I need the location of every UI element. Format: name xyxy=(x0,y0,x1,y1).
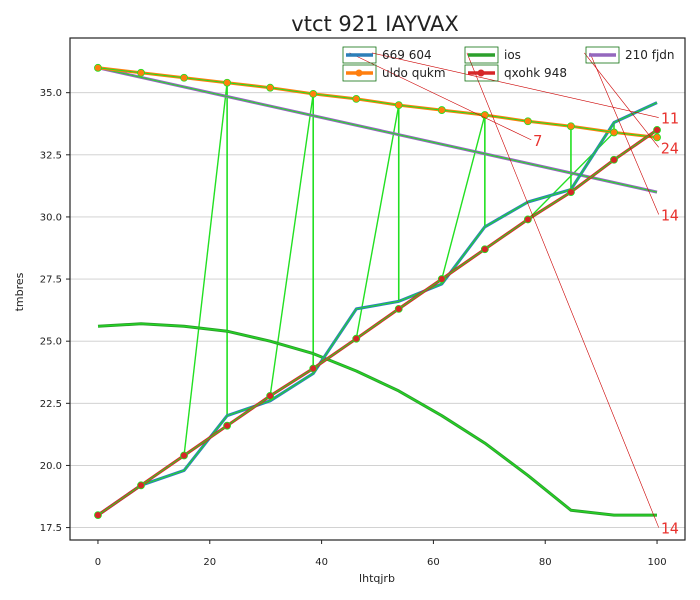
annotation-leader-4 xyxy=(466,52,660,528)
annotation-3: 14 xyxy=(661,206,679,224)
series-highlight-4 xyxy=(97,67,658,193)
legend-label-1: uldo qukm xyxy=(382,66,446,80)
point-1-13 xyxy=(653,133,661,142)
annotation-leader-3 xyxy=(589,52,659,215)
legend-label-3: qxohk 948 xyxy=(504,66,567,80)
point-1-3 xyxy=(223,78,232,87)
point-3-1 xyxy=(137,481,145,490)
annotation-leader-0 xyxy=(349,52,532,141)
grid xyxy=(70,92,685,528)
x-tick-label-5: 100 xyxy=(647,557,666,568)
y-tick-label-1: 20.0 xyxy=(40,461,62,472)
point-3-11 xyxy=(567,188,575,196)
point-3-3 xyxy=(223,421,232,430)
point-1-7 xyxy=(394,101,403,109)
diagonal-link-1 xyxy=(269,93,314,396)
series-highlight-1 xyxy=(97,67,658,138)
y-axis-ticks: 17.5 20.0 22.5 25.0 27.5 30.0 32.5 35.0 xyxy=(40,88,70,534)
point-1-12 xyxy=(610,128,618,137)
point-1-11 xyxy=(567,122,575,131)
x-tick-label-3: 60 xyxy=(427,557,440,568)
point-3-9 xyxy=(480,245,489,254)
point-1-8 xyxy=(437,106,446,114)
legend-label-0: 669 604 xyxy=(382,48,432,62)
point-1-4 xyxy=(266,83,275,92)
point-1-0 xyxy=(94,63,102,72)
point-1-10 xyxy=(523,117,532,126)
point-3-8 xyxy=(437,275,446,283)
annotation-1: 11 xyxy=(661,110,679,128)
diagonal-link-3 xyxy=(441,114,486,280)
point-3-4 xyxy=(266,391,275,400)
y-tick-label-7: 35.0 xyxy=(40,88,62,99)
y-tick-label-6: 32.5 xyxy=(40,150,62,161)
point-3-2 xyxy=(180,451,188,460)
point-3-12 xyxy=(610,155,618,164)
point-1-1 xyxy=(137,68,145,77)
legend-marker-3 xyxy=(477,69,485,77)
legend-box-1 xyxy=(342,64,377,82)
series-highlight-0 xyxy=(97,102,658,516)
series-highlight-3 xyxy=(97,129,658,516)
legend-box-0 xyxy=(342,46,377,64)
x-tick-label-2: 40 xyxy=(315,557,328,568)
x-axis-ticks: 0 20 40 60 80 100 xyxy=(95,540,667,568)
point-3-5 xyxy=(309,364,318,373)
point-3-13 xyxy=(653,126,661,134)
y-tick-label-4: 27.5 xyxy=(40,275,62,286)
point-1-6 xyxy=(352,94,361,103)
x-axis-label: lhtqjrb xyxy=(359,572,395,585)
point-3-6 xyxy=(352,334,361,343)
x-tick-label-1: 20 xyxy=(203,557,216,568)
x-tick-label-4: 80 xyxy=(539,557,552,568)
point-3-10 xyxy=(523,215,532,224)
plot-frame xyxy=(69,37,686,541)
diagonal-link-0 xyxy=(183,82,228,456)
series-highlight-2 xyxy=(97,323,657,516)
point-3-0 xyxy=(94,511,102,520)
y-axis-label: tmbres xyxy=(13,272,26,311)
diagonal-link-2 xyxy=(355,104,400,339)
y-tick-label-3: 25.0 xyxy=(40,337,62,348)
annotation-leader-1 xyxy=(371,52,659,118)
annotations: 7 11 24 14 14 xyxy=(349,52,679,538)
annotation-2: 24 xyxy=(661,139,679,157)
legend-marker-1 xyxy=(355,69,363,77)
point-3-7 xyxy=(394,304,403,313)
x-tick-label-0: 0 xyxy=(95,557,101,568)
legend-label-2: ios xyxy=(504,48,521,62)
chart-title: vtct 921 IAYVAX xyxy=(291,12,458,36)
y-tick-label-0: 17.5 xyxy=(40,523,62,534)
y-tick-label-5: 30.0 xyxy=(40,212,62,223)
annotation-4: 14 xyxy=(661,520,679,538)
legend: 669 604 ios 210 fjdn uldo qukm qxohk 948 xyxy=(342,46,675,82)
y-tick-label-2: 22.5 xyxy=(40,399,62,410)
legend-box-3 xyxy=(464,64,499,82)
legend-label-4: 210 fjdn xyxy=(625,48,675,62)
plot-area xyxy=(94,63,661,520)
legend-box-2 xyxy=(464,46,499,64)
annotation-0: 7 xyxy=(533,132,542,150)
point-1-2 xyxy=(180,73,188,82)
legend-box-4 xyxy=(585,46,620,64)
point-1-5 xyxy=(309,90,318,98)
